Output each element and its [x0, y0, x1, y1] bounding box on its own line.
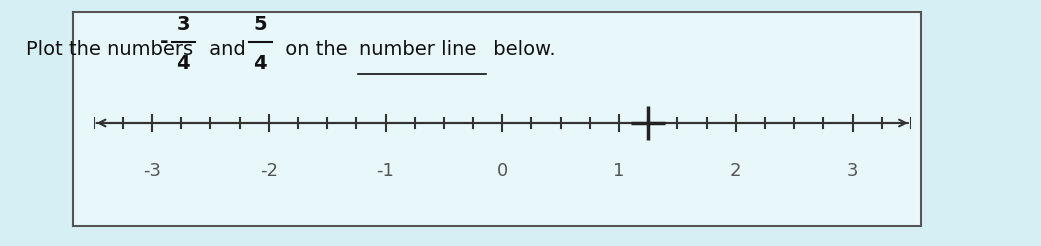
- Text: 5: 5: [253, 15, 268, 34]
- Text: on the: on the: [279, 40, 354, 59]
- Text: 2: 2: [730, 162, 741, 180]
- Text: 3: 3: [846, 162, 858, 180]
- Text: number line: number line: [359, 40, 477, 59]
- Text: below.: below.: [487, 40, 556, 59]
- Text: 3: 3: [177, 15, 189, 34]
- Text: -3: -3: [143, 162, 161, 180]
- Text: -1: -1: [377, 162, 395, 180]
- Text: Plot the numbers: Plot the numbers: [26, 40, 206, 59]
- Text: -: -: [160, 32, 169, 52]
- Text: -2: -2: [260, 162, 278, 180]
- Text: 0: 0: [497, 162, 508, 180]
- Text: 1: 1: [613, 162, 625, 180]
- Text: 4: 4: [253, 54, 268, 74]
- Text: 4: 4: [176, 54, 191, 74]
- Text: and: and: [203, 40, 252, 59]
